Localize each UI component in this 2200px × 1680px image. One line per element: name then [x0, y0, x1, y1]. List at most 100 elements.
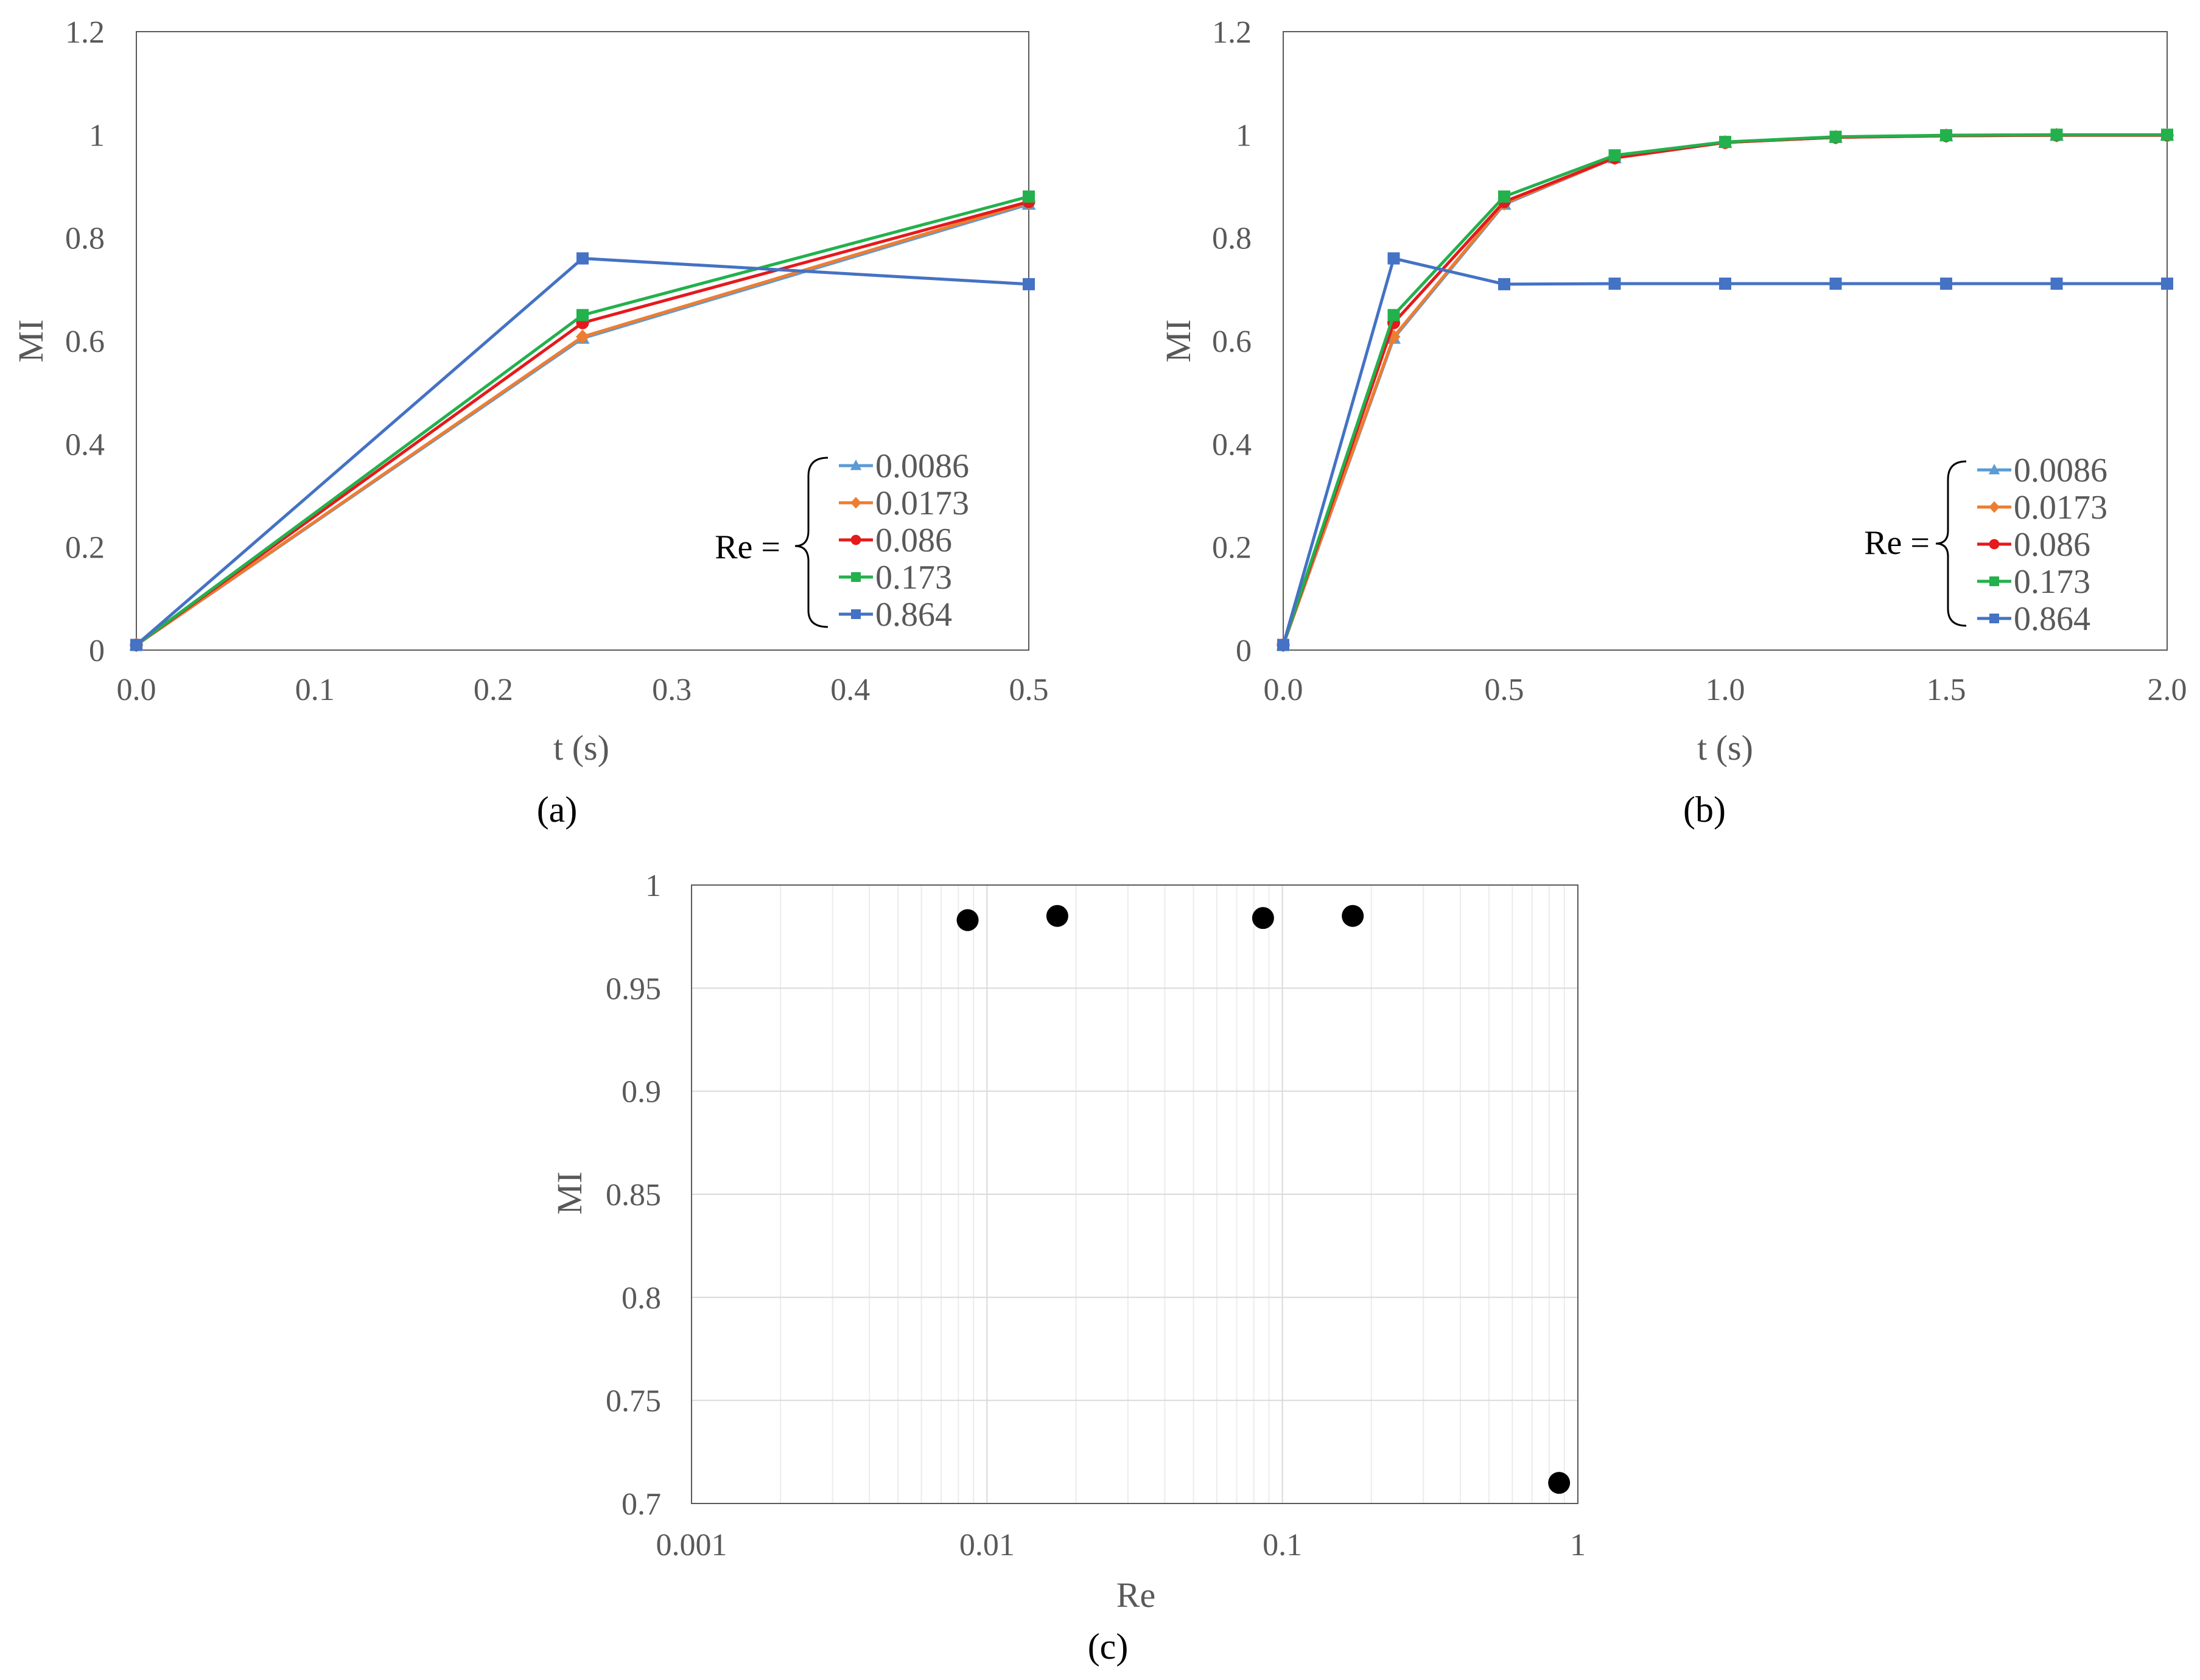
chart-c-data-point: [1342, 905, 1364, 927]
chart-b-data-point: [1277, 639, 1289, 651]
chart-b-data-point: [1940, 129, 1952, 142]
chart-a-legend-prefix: Re =: [715, 528, 780, 566]
chart-b-legend-marker: [1989, 501, 2000, 513]
chart-b-data-point: [1387, 309, 1400, 321]
chart-b-y-tick: 0.4: [1212, 427, 1252, 462]
chart-b-x-axis-title: t (s): [1697, 728, 1753, 768]
chart-b: 0 0.2 0.4 0.6 0.8 1 1.2 0.0 0.5 1.0 1.5 2.0 MI t (…: [1158, 15, 2187, 830]
chart-a-y-tick: 0.4: [65, 427, 105, 462]
chart-b-legend-marker: [1989, 576, 1999, 586]
chart-a-y-tick: 1.2: [65, 15, 105, 50]
chart-a-x-tick: 0.2: [474, 673, 513, 707]
chart-c-caption: (c): [1088, 1626, 1129, 1667]
chart-c-data-point: [1046, 905, 1068, 927]
chart-b-legend-label: 0.173: [2014, 563, 2090, 601]
chart-c-y-tick-labels: 0.7 0.75 0.8 0.85 0.9 0.95 1: [606, 869, 661, 1522]
chart-b-data-point: [1719, 136, 1731, 149]
chart-a-legend-marker: [850, 460, 862, 471]
chart-b-data-point: [1498, 278, 1510, 290]
chart-c-y-tick: 0.95: [606, 971, 661, 1006]
chart-c-y-tick: 1: [645, 869, 661, 903]
chart-c-data-point: [956, 909, 979, 931]
chart-a-x-tick: 0.4: [830, 673, 870, 707]
chart-b-data-point: [2050, 128, 2063, 141]
chart-c-y-tick: 0.75: [606, 1384, 661, 1419]
chart-c-x-tick-labels: 0.001 0.01 0.1 1: [656, 1528, 1586, 1563]
chart-a-y-tick: 0: [89, 634, 105, 668]
chart-b-legend-marker: [1989, 614, 1999, 623]
chart-b-y-tick-labels: 0 0.2 0.4 0.6 0.8 1 1.2: [1212, 15, 1252, 668]
chart-b-y-tick: 1.2: [1212, 15, 1252, 50]
chart-c-gridlines: [691, 884, 1578, 1504]
chart-a-legend-marker: [851, 609, 861, 619]
chart-b-data-point: [1608, 149, 1621, 162]
chart-b-data-point: [1829, 278, 1842, 290]
chart-a-legend-brace: [794, 457, 829, 628]
chart-b-x-tick: 0.5: [1485, 673, 1524, 707]
chart-a-caption: (a): [537, 789, 578, 830]
chart-b-data-point: [1608, 278, 1621, 290]
chart-b-y-tick: 0.8: [1212, 222, 1252, 256]
chart-b-data-point: [2050, 278, 2063, 290]
chart-a-x-tick: 0.1: [295, 673, 335, 707]
chart-a-legend-label: 0.0173: [875, 485, 969, 522]
chart-a-legend-label: 0.864: [875, 596, 952, 634]
chart-c-data-point: [1252, 907, 1274, 929]
chart-b-data-point: [1829, 130, 1842, 143]
chart-b-x-tick-labels: 0.0 0.5 1.0 1.5 2.0: [1264, 673, 2187, 707]
chart-c-x-tick: 0.1: [1263, 1528, 1302, 1563]
chart-a-y-tick: 0.2: [65, 531, 105, 565]
chart-a: 00.20.40.60.811.2 0.0 0.1 0.2 0.3 0.4 0.5 MI …: [11, 15, 1049, 830]
chart-b-legend-label: 0.864: [2014, 600, 2090, 638]
chart-b-legend-label: 0.086: [2014, 526, 2090, 564]
chart-b-y-tick: 1: [1236, 118, 1252, 153]
chart-b-data-point: [1719, 278, 1731, 290]
chart-b-legend-label: 0.0086: [2014, 452, 2107, 489]
chart-b-data-point: [1940, 278, 1952, 290]
chart-a-legend-marker: [851, 572, 861, 582]
chart-b-data-point: [1498, 190, 1510, 203]
chart-b-caption: (b): [1683, 789, 1726, 830]
chart-a-data-point: [1023, 190, 1035, 203]
chart-a-data-point: [1023, 278, 1035, 290]
chart-a-y-tick: 0.8: [65, 222, 105, 256]
chart-a-data-point: [130, 639, 142, 651]
chart-a-y-tick-labels: 0 0.2 0.4 0.6 0.8 1 1.2: [65, 15, 105, 668]
chart-b-x-tick: 2.0: [2148, 673, 2187, 707]
chart-c-points: [956, 905, 1571, 1494]
chart-a-series: [129, 190, 1036, 653]
chart-c-y-axis-title: MI: [550, 1172, 589, 1215]
chart-a-x-tick: 0.3: [652, 673, 692, 707]
chart-c-y-tick: 0.85: [606, 1178, 661, 1213]
chart-b-data-point: [2161, 128, 2173, 141]
chart-c-y-tick: 0.8: [622, 1281, 661, 1315]
chart-a-legend-label: 0.173: [875, 559, 952, 597]
chart-c-plot-frame: [691, 884, 1578, 1504]
chart-b-legend-label: 0.0173: [2014, 489, 2107, 527]
chart-a-y-tick: 0.6: [65, 324, 105, 359]
chart-c-data-point: [1548, 1472, 1571, 1494]
chart-b-data-point: [2161, 278, 2173, 290]
chart-c-x-tick: 0.01: [959, 1528, 1015, 1563]
chart-c-x-tick: 0.001: [656, 1528, 727, 1563]
chart-a-x-tick-labels: 0.0 0.1 0.2 0.3 0.4 0.5: [117, 673, 1049, 707]
chart-a-y-axis-title: MI: [11, 320, 51, 363]
chart-b-x-tick: 1.5: [1927, 673, 1966, 707]
chart-a-x-tick: 0.5: [1009, 673, 1049, 707]
chart-b-x-tick: 1.0: [1706, 673, 1745, 707]
chart-c-x-axis-title: Re: [1116, 1575, 1155, 1615]
chart-b-y-tick: 0.6: [1212, 324, 1252, 359]
chart-c-x-tick: 1: [1570, 1528, 1586, 1563]
chart-b-plot-frame: [1283, 31, 2168, 651]
chart-b-legend-marker: [1989, 539, 2000, 550]
chart-b-legend-marker: [1988, 464, 2000, 475]
chart-a-legend-marker: [850, 534, 861, 545]
chart-a-x-axis-title: t (s): [553, 728, 609, 768]
chart-b-y-tick: 0: [1236, 634, 1252, 668]
chart-a-x-tick: 0.0: [117, 673, 156, 707]
chart-b-series: [1276, 127, 2174, 653]
